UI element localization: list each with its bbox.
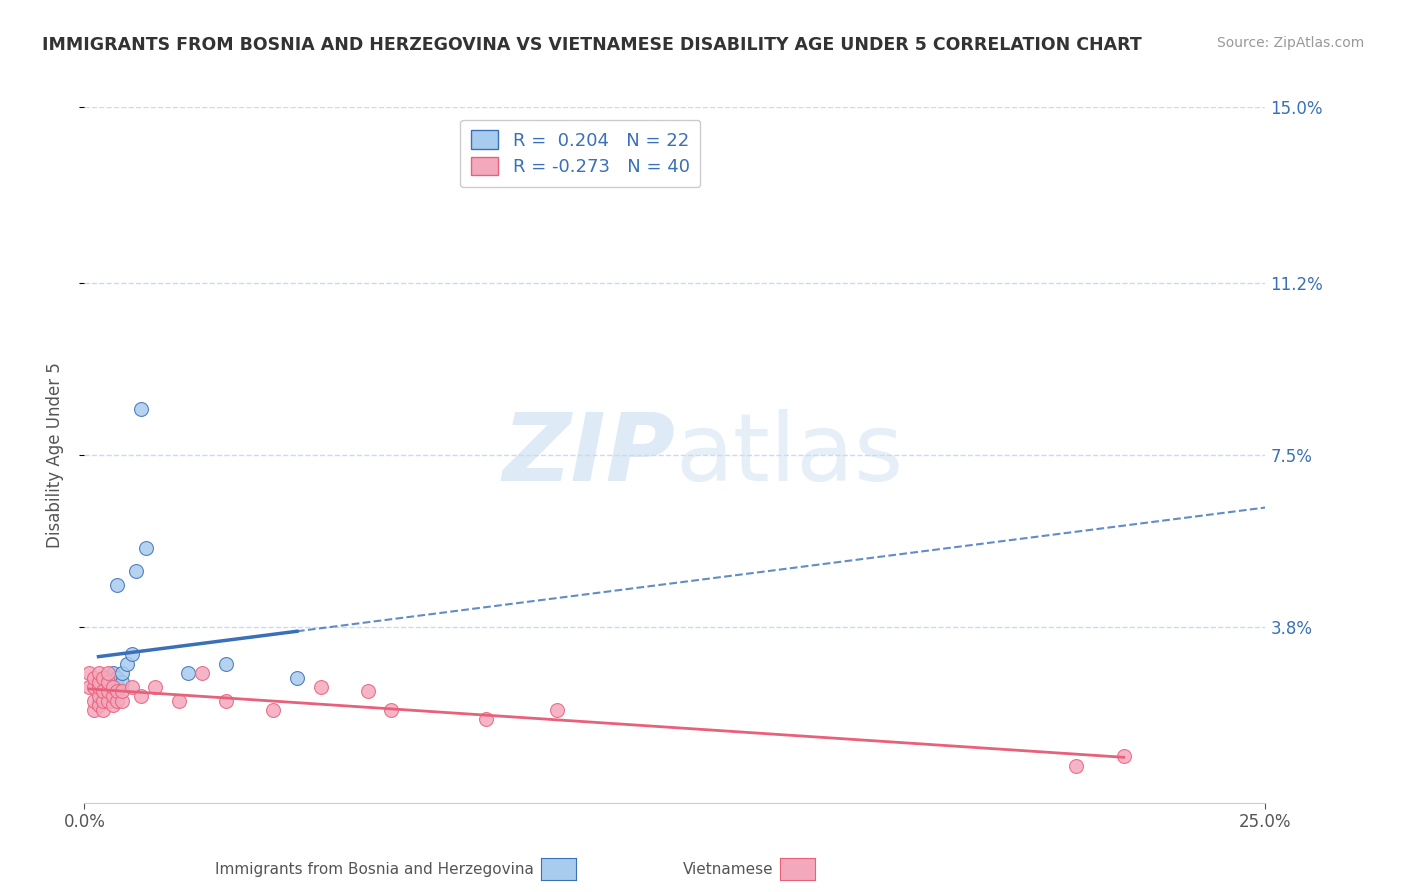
Point bbox=[87, 694, 110, 708]
Point bbox=[107, 680, 129, 694]
Point bbox=[97, 675, 120, 690]
Point bbox=[107, 671, 129, 685]
Text: IMMIGRANTS FROM BOSNIA AND HERZEGOVINA VS VIETNAMESE DISABILITY AGE UNDER 5 CORR: IMMIGRANTS FROM BOSNIA AND HERZEGOVINA V… bbox=[42, 36, 1142, 54]
Point bbox=[107, 694, 129, 708]
Point bbox=[91, 675, 114, 690]
Point bbox=[87, 675, 110, 690]
Point bbox=[91, 684, 114, 698]
Point bbox=[111, 675, 134, 690]
Point bbox=[111, 694, 134, 708]
Point bbox=[215, 694, 238, 708]
Point bbox=[101, 675, 124, 690]
Point bbox=[91, 703, 114, 717]
Point bbox=[83, 671, 105, 685]
Point bbox=[191, 665, 214, 680]
Point bbox=[97, 665, 120, 680]
Point bbox=[380, 703, 402, 717]
Point bbox=[91, 684, 114, 698]
Point bbox=[83, 703, 105, 717]
Point bbox=[111, 665, 134, 680]
Point bbox=[285, 671, 308, 685]
Point bbox=[87, 698, 110, 713]
Text: ZIP: ZIP bbox=[502, 409, 675, 501]
Point bbox=[101, 680, 124, 694]
Point bbox=[91, 671, 114, 685]
Point bbox=[101, 698, 124, 713]
Point bbox=[309, 680, 332, 694]
Point bbox=[121, 648, 143, 662]
Point bbox=[215, 657, 238, 671]
Text: Immigrants from Bosnia and Herzegovina: Immigrants from Bosnia and Herzegovina bbox=[215, 863, 534, 877]
Point bbox=[135, 541, 157, 555]
Point bbox=[262, 703, 284, 717]
Point bbox=[97, 689, 120, 703]
Point bbox=[357, 684, 380, 698]
Point bbox=[97, 680, 120, 694]
Point bbox=[1066, 758, 1088, 772]
Point bbox=[101, 684, 124, 698]
Point bbox=[129, 401, 152, 416]
Point bbox=[111, 684, 134, 698]
Point bbox=[177, 665, 200, 680]
Point bbox=[121, 680, 143, 694]
Point bbox=[83, 694, 105, 708]
Point bbox=[77, 665, 100, 680]
Text: atlas: atlas bbox=[675, 409, 903, 501]
Point bbox=[87, 680, 110, 694]
Point bbox=[97, 694, 120, 708]
Point bbox=[87, 665, 110, 680]
Point bbox=[546, 703, 568, 717]
Point bbox=[143, 680, 166, 694]
Point bbox=[87, 689, 110, 703]
Point bbox=[115, 657, 138, 671]
Point bbox=[475, 712, 498, 726]
Legend: R =  0.204   N = 22, R = -0.273   N = 40: R = 0.204 N = 22, R = -0.273 N = 40 bbox=[460, 120, 700, 187]
Point bbox=[97, 684, 120, 698]
Point bbox=[101, 689, 124, 703]
Point bbox=[125, 564, 148, 578]
Y-axis label: Disability Age Under 5: Disability Age Under 5 bbox=[45, 362, 63, 548]
Point bbox=[107, 578, 129, 592]
Point bbox=[107, 684, 129, 698]
Point bbox=[97, 671, 120, 685]
Point bbox=[129, 689, 152, 703]
Point bbox=[101, 665, 124, 680]
Point bbox=[83, 680, 105, 694]
Text: Vietnamese: Vietnamese bbox=[683, 863, 773, 877]
Point bbox=[167, 694, 190, 708]
Point bbox=[77, 680, 100, 694]
Point bbox=[1112, 749, 1135, 764]
Point bbox=[91, 694, 114, 708]
Text: Source: ZipAtlas.com: Source: ZipAtlas.com bbox=[1216, 36, 1364, 50]
